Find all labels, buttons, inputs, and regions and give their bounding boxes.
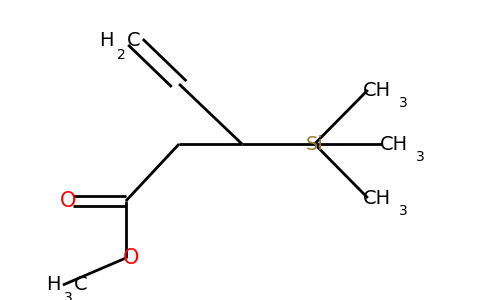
Text: H: H [46, 275, 60, 295]
Text: 3: 3 [64, 291, 73, 300]
Text: C: C [127, 31, 140, 50]
Text: H: H [99, 31, 114, 50]
Text: CH: CH [380, 134, 408, 154]
Text: 3: 3 [399, 96, 408, 110]
Text: CH: CH [363, 80, 391, 100]
Text: O: O [122, 248, 139, 268]
Text: 3: 3 [416, 150, 425, 164]
Text: O: O [60, 191, 76, 211]
Text: 3: 3 [399, 204, 408, 218]
Text: CH: CH [363, 188, 391, 208]
Text: C: C [74, 275, 87, 295]
Text: Si: Si [306, 134, 323, 154]
Text: 2: 2 [117, 48, 126, 62]
